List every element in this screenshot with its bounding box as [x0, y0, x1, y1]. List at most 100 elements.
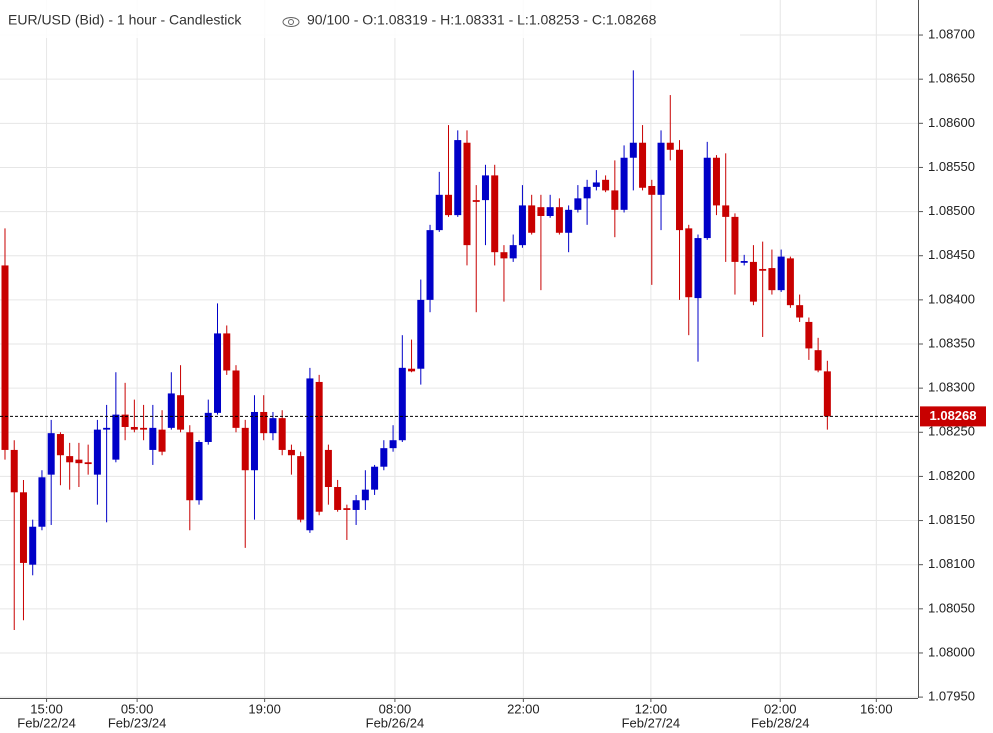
candle-body: [278, 418, 286, 450]
candle-body: [417, 299, 425, 369]
candle-body: [537, 207, 545, 217]
candle-body: [796, 305, 804, 318]
candle-body: [463, 142, 471, 246]
candle-body: [223, 333, 231, 371]
candle-body: [805, 321, 813, 349]
candle-body: [445, 194, 453, 216]
candle-body: [306, 378, 314, 531]
x-date-label: Feb/22/24: [17, 715, 76, 730]
y-tick-label: 1.08250: [928, 424, 975, 439]
y-tick-label: 1.08000: [928, 644, 975, 659]
candle-body: [232, 370, 240, 428]
x-tick-label: 02:00: [764, 701, 797, 716]
candle-body: [121, 414, 129, 427]
candles: [1, 70, 831, 631]
y-tick-label: 1.08200: [928, 468, 975, 483]
candle-body: [29, 526, 37, 565]
y-tick-label: 1.08350: [928, 335, 975, 350]
candle-body: [777, 256, 785, 291]
candle-body: [685, 228, 693, 298]
candle-body: [371, 466, 379, 490]
candle-body: [518, 205, 526, 246]
candle-body: [361, 489, 369, 501]
candle-body: [602, 179, 610, 191]
candle-body: [546, 207, 554, 217]
candle-body: [140, 427, 148, 430]
candle-body: [639, 142, 647, 188]
candle-body: [334, 487, 342, 510]
candle-body: [287, 449, 295, 456]
candle-body: [38, 477, 46, 527]
x-tick-label: 15:00: [30, 701, 63, 716]
candle-body: [472, 200, 480, 202]
y-tick-label: 1.08300: [928, 380, 975, 395]
candle-body: [389, 440, 397, 449]
candle-body: [500, 252, 508, 259]
candle-body: [408, 368, 416, 372]
candle-body: [648, 185, 656, 195]
candle-body: [703, 157, 711, 239]
candle-body: [380, 448, 388, 467]
y-tick-label: 1.08050: [928, 600, 975, 615]
chart-subtitle: 90/100 - O:1.08319 - H:1.08331 - L:1.082…: [307, 12, 657, 28]
candle-body: [592, 182, 600, 187]
x-tick-label: 16:00: [860, 701, 893, 716]
candle-body: [352, 500, 360, 510]
candle-body: [315, 381, 323, 512]
candle-body: [611, 190, 619, 210]
last-price-label: 1.08268: [930, 408, 977, 423]
candle-body: [130, 426, 138, 430]
y-tick-label: 1.08400: [928, 291, 975, 306]
y-tick-label: 1.08600: [928, 115, 975, 130]
x-tick-label: 08:00: [379, 701, 412, 716]
x-tick-label: 05:00: [121, 701, 154, 716]
candle-body: [103, 427, 111, 430]
candle-body: [491, 175, 499, 253]
candle-body: [177, 395, 185, 430]
y-tick-label: 1.08450: [928, 247, 975, 262]
candle-body: [620, 157, 628, 210]
candle-body: [629, 142, 637, 158]
candle-body: [260, 411, 268, 434]
candle-body: [786, 258, 794, 306]
candle-body: [167, 393, 175, 428]
candle-body: [712, 157, 720, 206]
candle-body: [250, 411, 258, 471]
candle-body: [297, 456, 305, 520]
x-date-label: Feb/26/24: [366, 715, 425, 730]
candle-body: [19, 492, 27, 563]
x-date-label: Feb/28/24: [751, 715, 810, 730]
y-tick-label: 1.08100: [928, 556, 975, 571]
candle-body: [583, 186, 591, 199]
candle-body: [204, 412, 212, 442]
x-date-label: Feb/27/24: [622, 715, 681, 730]
candle-body: [740, 261, 748, 263]
y-tick-label: 1.08150: [928, 512, 975, 527]
chart-title: EUR/USD (Bid) - 1 hour - Candlestick: [8, 12, 242, 28]
overlay: 1.08268: [0, 406, 986, 427]
candle-body: [666, 142, 674, 150]
candle-body: [158, 429, 166, 452]
candle-body: [241, 427, 249, 471]
candle-body: [426, 230, 434, 300]
candle-body: [823, 371, 831, 417]
candle-body: [454, 140, 462, 216]
candle-body: [768, 268, 776, 291]
candle-body: [112, 414, 120, 460]
candle-body: [1, 265, 9, 450]
candle-body: [574, 198, 582, 210]
candle-body: [10, 449, 18, 493]
x-tick-label: 19:00: [248, 701, 281, 716]
candle-body: [84, 462, 92, 465]
candle-body: [398, 367, 406, 441]
candle-body: [195, 441, 203, 501]
visibility-icon[interactable]: [282, 17, 300, 27]
candle-body: [435, 194, 443, 231]
x-tick-label: 22:00: [507, 701, 540, 716]
candle-body: [324, 449, 332, 488]
candle-body: [759, 268, 767, 271]
x-tick-label: 12:00: [635, 701, 668, 716]
candle-body: [269, 418, 277, 434]
